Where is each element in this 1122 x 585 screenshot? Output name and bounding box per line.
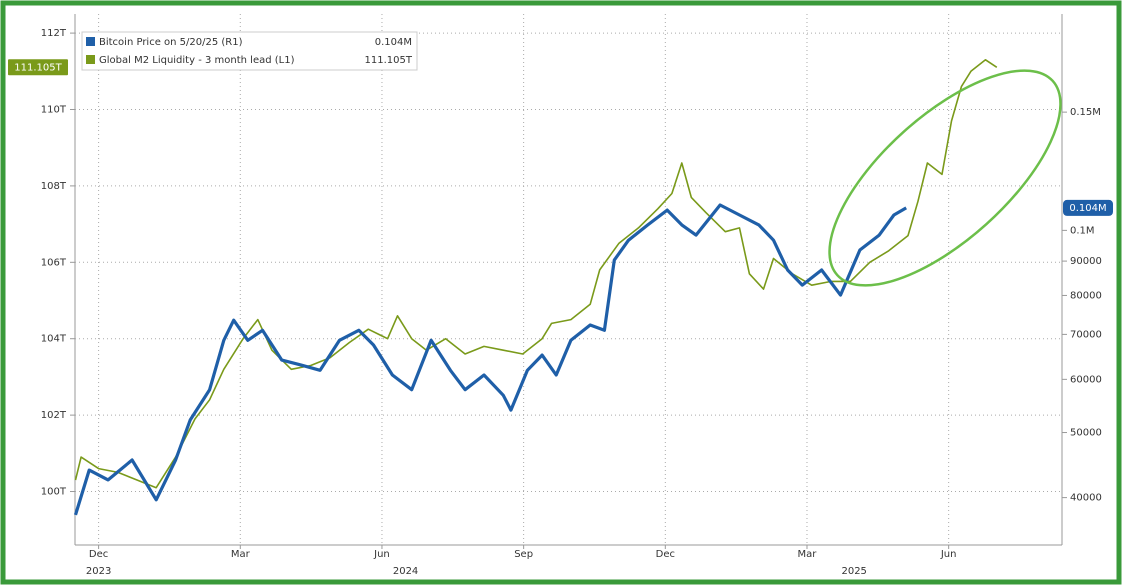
y2-tick-label: 50000 bbox=[1070, 428, 1102, 439]
legend-label: Bitcoin Price on 5/20/25 (R1) bbox=[99, 37, 243, 48]
legend-swatch bbox=[86, 55, 95, 64]
x-tick-label: Sep bbox=[514, 549, 533, 560]
x-tick-label: Dec bbox=[89, 549, 108, 560]
y-tick-label: 112T bbox=[41, 28, 67, 39]
x-tick-label: Jun bbox=[373, 549, 390, 560]
x-tick-label: Mar bbox=[231, 549, 251, 560]
legend-box bbox=[81, 31, 418, 71]
x-tick-label: Jun bbox=[940, 549, 957, 560]
x-year-label: 2023 bbox=[86, 566, 111, 577]
y2-tick-label: 40000 bbox=[1070, 493, 1102, 504]
y2-tick-label: 70000 bbox=[1070, 329, 1102, 340]
y-tick-label: 106T bbox=[41, 257, 67, 268]
y-tick-label: 110T bbox=[41, 105, 67, 116]
y2-tick-label: 0.15M bbox=[1070, 107, 1101, 118]
series-line bbox=[73, 203, 907, 516]
x-tick-label: Dec bbox=[656, 549, 675, 560]
value-tag bbox=[1063, 199, 1113, 216]
value-tag-label: 111.105T bbox=[14, 62, 62, 73]
y-tick-label: 108T bbox=[41, 181, 67, 192]
legend-value: 111.105T bbox=[365, 55, 413, 66]
series-line bbox=[74, 59, 998, 489]
y-tick-label: 102T bbox=[41, 410, 67, 421]
y-tick-label: 100T bbox=[41, 487, 67, 498]
y2-tick-label: 90000 bbox=[1070, 256, 1102, 267]
value-tag bbox=[8, 59, 68, 76]
x-tick-label: Mar bbox=[798, 549, 818, 560]
x-year-label: 2024 bbox=[393, 566, 418, 577]
y2-tick-label: 0.1M bbox=[1070, 225, 1095, 236]
legend-label: Global M2 Liquidity - 3 month lead (L1) bbox=[99, 55, 295, 66]
legend-value: 0.104M bbox=[375, 37, 412, 48]
y2-tick-label: 60000 bbox=[1070, 374, 1102, 385]
highlight-ellipse bbox=[828, 69, 1062, 287]
value-tag-label: 0.104M bbox=[1069, 203, 1106, 214]
y-tick-label: 104T bbox=[41, 334, 67, 345]
y2-tick-label: 80000 bbox=[1070, 290, 1102, 301]
legend-swatch bbox=[86, 37, 95, 46]
x-year-label: 2025 bbox=[841, 566, 866, 577]
